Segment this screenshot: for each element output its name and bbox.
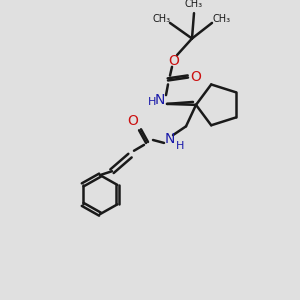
Text: CH₃: CH₃ — [213, 14, 231, 24]
Text: H: H — [148, 97, 156, 107]
Text: CH₃: CH₃ — [185, 0, 203, 9]
Text: O: O — [169, 54, 179, 68]
Text: O: O — [190, 70, 201, 84]
Text: N: N — [165, 132, 175, 146]
Text: N: N — [155, 93, 165, 107]
Text: H: H — [176, 141, 184, 151]
Text: O: O — [128, 115, 138, 128]
Text: CH₃: CH₃ — [153, 14, 171, 24]
